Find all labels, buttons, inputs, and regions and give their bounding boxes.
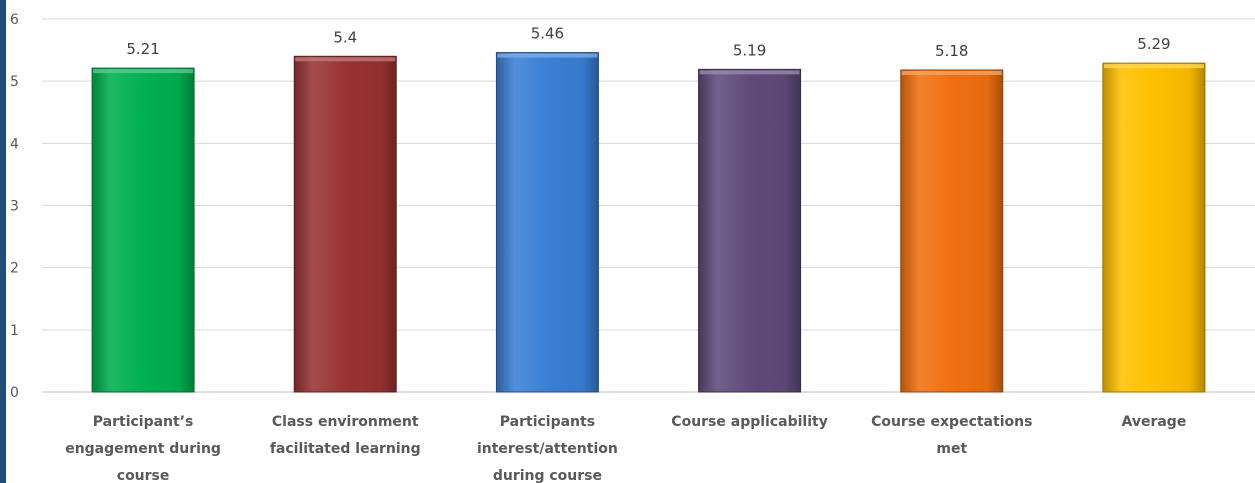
category-label: engagement during xyxy=(65,441,221,457)
y-tick-label: 4 xyxy=(10,136,19,152)
data-label: 5.21 xyxy=(126,40,159,58)
left-edge-bar xyxy=(0,0,6,483)
y-tick-label: 5 xyxy=(10,74,19,90)
bar-top-highlight xyxy=(699,70,800,75)
data-label: 5.18 xyxy=(935,42,968,60)
bar xyxy=(900,69,1004,393)
category-label: interest/attention xyxy=(477,441,618,457)
category-label: Participant’s xyxy=(93,414,194,430)
category-label: Class environment xyxy=(272,414,419,430)
bar-top-highlight xyxy=(497,53,598,58)
bar-top-highlight xyxy=(93,69,194,74)
category-label: Average xyxy=(1122,414,1187,430)
data-label: 5.19 xyxy=(733,41,766,59)
y-axis: 0 1 2 3 4 5 6 xyxy=(10,12,19,401)
bar xyxy=(293,55,397,393)
bar xyxy=(91,67,195,393)
category-labels: Participant’s engagement during course Clas… xyxy=(65,414,1186,483)
data-labels: 5.21 5.4 5.46 5.19 5.18 5.29 xyxy=(126,25,1170,60)
bar xyxy=(1102,62,1206,393)
y-tick-label: 3 xyxy=(10,199,19,215)
y-tick-label: 0 xyxy=(10,385,19,401)
category-label: course xyxy=(117,468,170,483)
bar xyxy=(495,52,599,393)
bars xyxy=(91,52,1206,393)
bar-top-highlight xyxy=(901,70,1002,75)
data-label: 5.4 xyxy=(333,28,357,46)
category-label: Course applicability xyxy=(671,414,828,430)
category-label: Participants xyxy=(500,414,595,430)
bar xyxy=(698,68,802,393)
gridlines xyxy=(42,18,1255,393)
y-tick-label: 2 xyxy=(10,261,19,277)
y-tick-label: 6 xyxy=(10,12,19,28)
category-label: during course xyxy=(493,468,602,483)
category-label: facilitated learning xyxy=(270,441,421,457)
bar-top-highlight xyxy=(295,57,396,62)
category-label: Course expectations xyxy=(871,414,1032,430)
data-label: 5.29 xyxy=(1137,35,1170,53)
category-label: met xyxy=(936,441,967,457)
data-label: 5.46 xyxy=(531,25,564,43)
y-tick-label: 1 xyxy=(10,323,19,339)
bar-top-highlight xyxy=(1103,64,1204,69)
